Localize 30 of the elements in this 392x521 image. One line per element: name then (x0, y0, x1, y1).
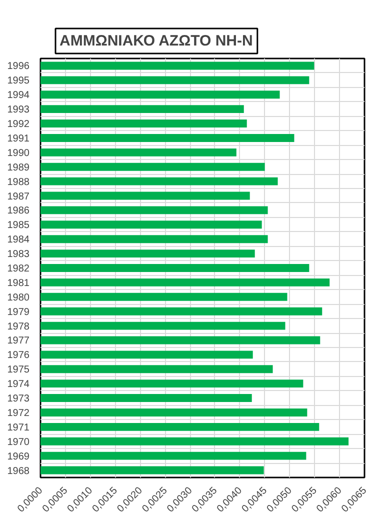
y-tick-label: 1971 (7, 422, 30, 434)
y-tick-label: 1981 (7, 278, 30, 289)
y-tick-label: 1991 (7, 133, 30, 144)
y-tick-label: 1968 (7, 466, 30, 477)
y-tick-label: 1986 (7, 206, 30, 217)
y-tick-label: 1994 (7, 90, 30, 102)
y-tick-label: 1972 (7, 408, 30, 419)
y-tick-label: 1992 (7, 119, 30, 130)
y-tick-label: 1978 (7, 321, 30, 332)
y-tick-label: 1970 (7, 436, 30, 448)
y-tick-label: 1985 (7, 220, 30, 232)
y-tick-label: 1975 (7, 364, 30, 376)
y-tick-label: 1976 (7, 350, 30, 362)
y-tick-label: 1977 (7, 336, 30, 347)
y-tick-label: 1995 (7, 76, 30, 87)
y-tick-label: 1974 (7, 379, 30, 390)
y-tick-label: 1989 (7, 162, 30, 174)
y-tick-label: 1980 (7, 292, 30, 304)
y-tick-label: 1987 (7, 191, 30, 202)
y-tick-label: 1993 (7, 104, 30, 116)
y-tick-label: 1982 (7, 264, 30, 274)
y-tick-label: 1979 (7, 306, 30, 318)
y-tick-label: 1969 (7, 451, 30, 462)
y-tick-label: 1973 (7, 394, 30, 405)
y-tick-label: 1996 (7, 61, 30, 72)
y-tick-label: 1990 (7, 148, 30, 159)
chart-title: ΑΜΜΩΝΙΑΚΟ ΑΖΩΤΟ ΝΗ-Ν (60, 32, 253, 50)
y-tick-label: 1983 (7, 249, 30, 260)
y-tick-label: 1988 (7, 176, 30, 188)
y-tick-label: 1984 (7, 234, 30, 246)
